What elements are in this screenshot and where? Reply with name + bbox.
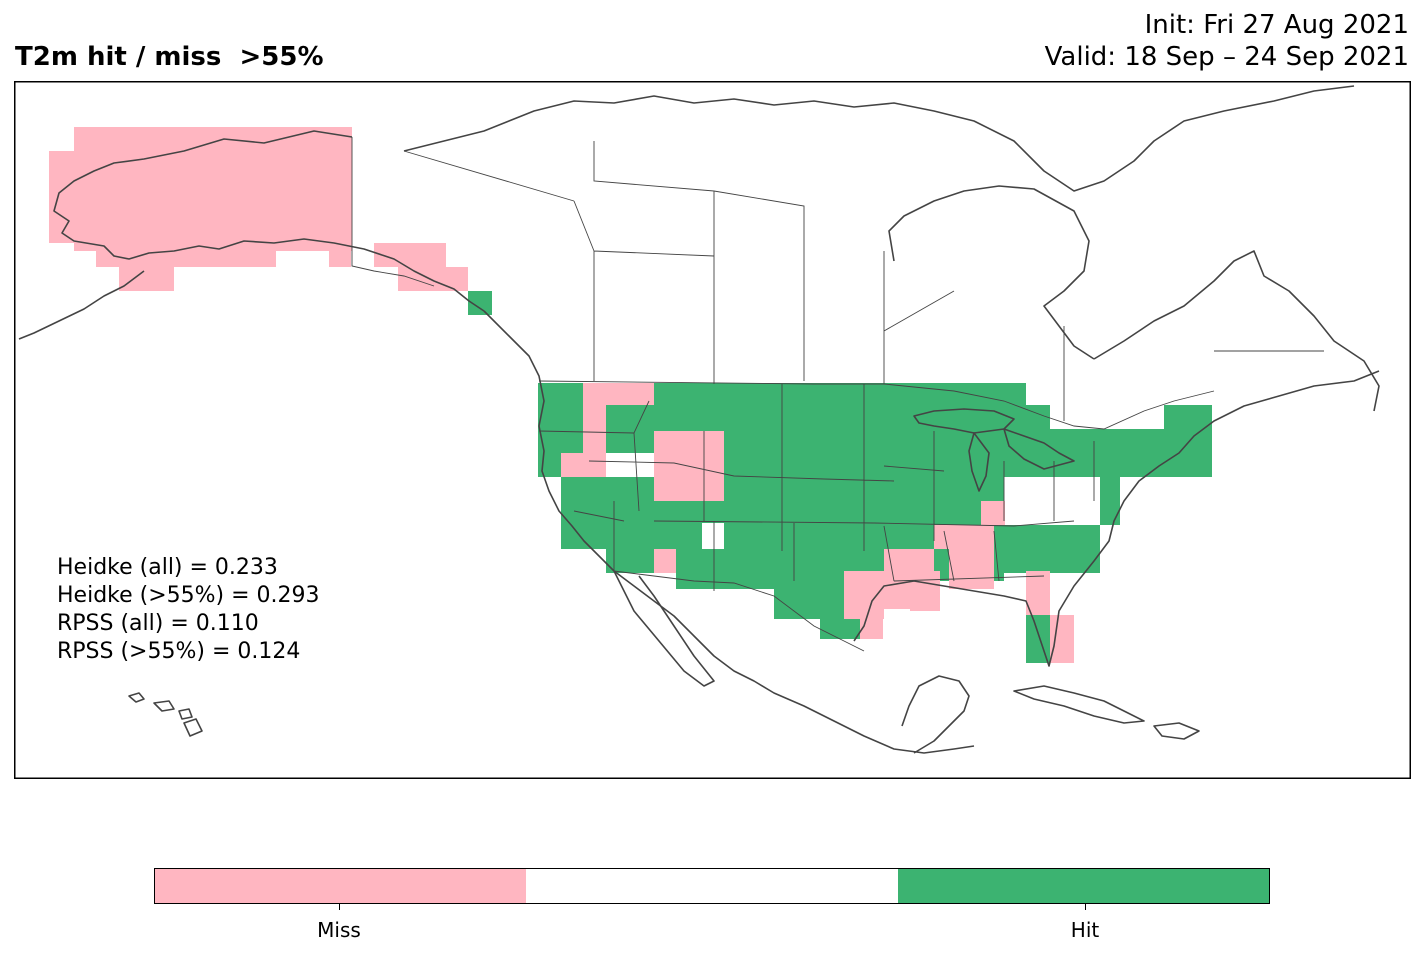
tick-miss xyxy=(339,904,340,910)
valid-range: Valid: 18 Sep – 24 Sep 2021 xyxy=(1044,42,1409,72)
alaska-canada-border xyxy=(351,137,435,287)
cuba-coast xyxy=(1013,685,1145,724)
hudson-bay xyxy=(888,185,1095,360)
miss-cell xyxy=(654,477,702,501)
lake-michigan xyxy=(968,432,990,492)
verification-grid xyxy=(49,127,1212,663)
miss-cell xyxy=(654,549,676,573)
hispaniola-coast xyxy=(1153,722,1200,740)
hit-cell xyxy=(1026,525,1100,573)
colorbar-label-miss: Miss xyxy=(317,918,361,942)
canada-provinces xyxy=(403,141,1324,421)
miss-cell xyxy=(702,431,724,503)
lake-huron-erie xyxy=(1003,428,1075,470)
miss-cell xyxy=(374,243,446,267)
hit-cell xyxy=(702,501,724,523)
hit-cell xyxy=(820,619,840,639)
arctic-coast xyxy=(403,85,1355,192)
tick-hit xyxy=(1085,904,1086,910)
colorbar-neutral xyxy=(526,869,898,903)
miss-cell xyxy=(119,267,174,291)
pacific-coast xyxy=(483,310,975,754)
yucatan-coast xyxy=(901,675,970,754)
hit-cell xyxy=(994,525,1026,573)
miss-cell xyxy=(96,251,246,267)
hit-cell xyxy=(840,619,860,639)
miss-cell xyxy=(49,151,74,243)
rpss-55: RPSS (>55%) = 0.124 xyxy=(57,639,301,664)
hit-cell xyxy=(561,477,654,549)
colorbar-miss xyxy=(155,869,527,903)
miss-cell xyxy=(631,383,655,405)
miss-cell xyxy=(981,501,1005,525)
miss-cell xyxy=(949,549,994,589)
miss-cell xyxy=(1026,571,1050,615)
miss-cell xyxy=(561,453,606,477)
alaska-coast xyxy=(53,130,485,312)
miss-cell xyxy=(329,243,351,267)
hit-cell xyxy=(606,405,654,453)
miss-cell xyxy=(74,127,352,251)
us-states xyxy=(538,384,1095,591)
hit-cell xyxy=(774,589,844,619)
map-frame xyxy=(14,81,1411,779)
hit-cell xyxy=(724,549,844,589)
miss-cell xyxy=(654,431,702,479)
hit-cell xyxy=(676,549,724,589)
miss-cell xyxy=(910,571,940,611)
borders xyxy=(351,137,1324,652)
canada-us-border xyxy=(538,380,1215,430)
map-panel xyxy=(14,81,1411,779)
hit-cell xyxy=(654,501,702,549)
miss-cell xyxy=(398,267,468,291)
miss-cell xyxy=(246,243,276,267)
colorbar-hit xyxy=(897,869,1269,903)
colorbar xyxy=(154,868,1270,904)
us-mexico-border xyxy=(613,570,865,652)
heidke-all: Heidke (all) = 0.233 xyxy=(57,555,278,580)
coastlines xyxy=(18,85,1380,754)
rpss-all: RPSS (all) = 0.110 xyxy=(57,611,259,636)
colorbar-label-hit: Hit xyxy=(1070,918,1100,942)
hit-cell xyxy=(1164,405,1212,477)
hawaii-coast xyxy=(128,692,203,737)
init-date: Init: Fri 27 Aug 2021 xyxy=(1144,10,1409,40)
heidke-55: Heidke (>55%) = 0.293 xyxy=(57,583,320,608)
aleutian-coast xyxy=(18,270,145,340)
miss-cell xyxy=(1050,615,1074,663)
baja-coast xyxy=(613,570,715,687)
labrador-coast xyxy=(1093,250,1380,412)
hit-cell xyxy=(1100,477,1120,525)
stats-box: Heidke (all) = 0.233 Heidke (>55%) = 0.2… xyxy=(57,554,320,666)
gulf-coast xyxy=(853,370,1380,667)
map-title: T2m hit / miss >55% xyxy=(15,42,324,72)
